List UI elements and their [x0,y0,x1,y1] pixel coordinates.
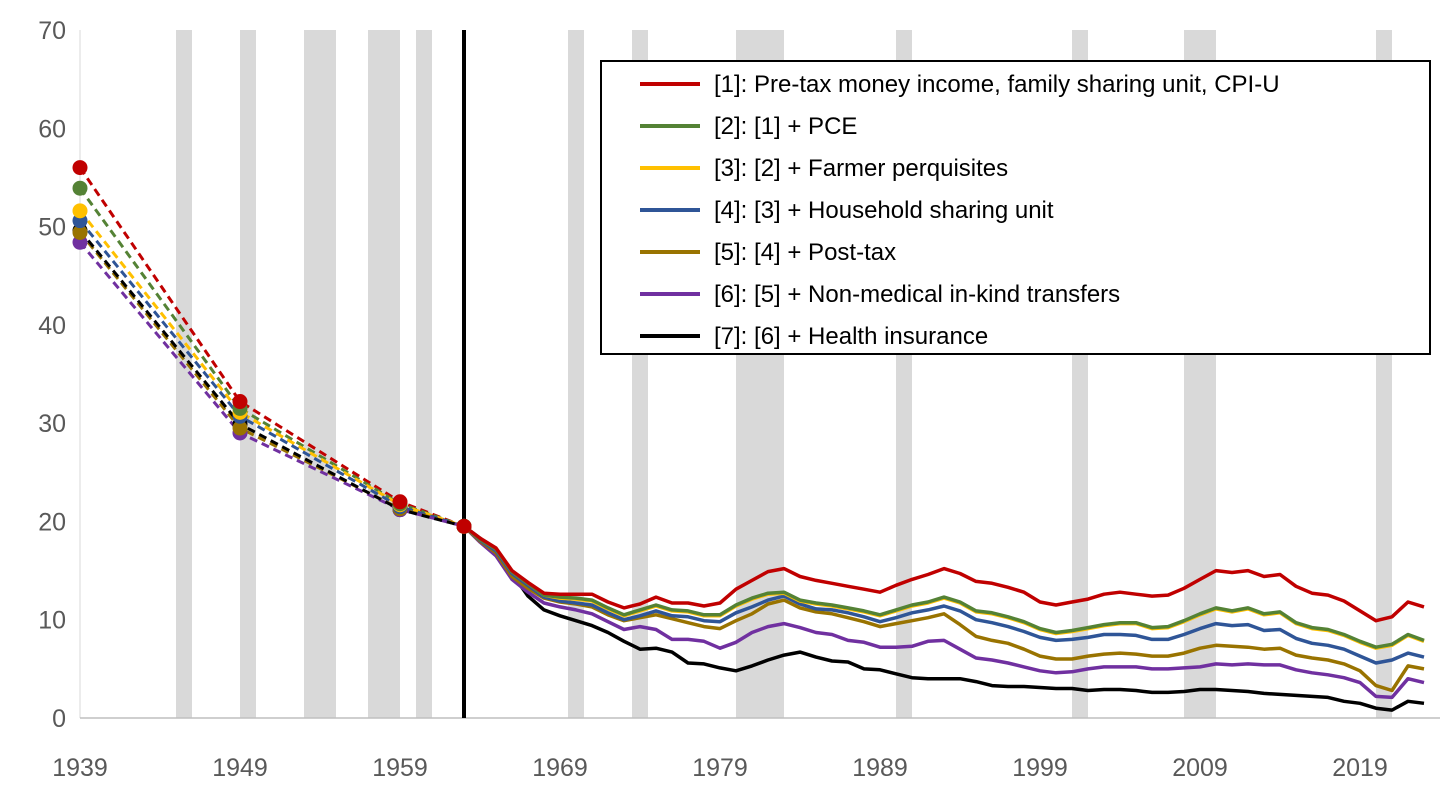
series-5-dashed-line [78,231,465,528]
series-5-point-1939 [72,224,88,240]
series-1-point-1959 [392,494,408,510]
dashed-early-lines [78,166,465,528]
x-tick-labels: 1939 1949 1959 1969 1979 1989 1999 2009 2019 [52,754,1388,782]
recession-band-3 [368,30,400,718]
legend-label-2: [2]: [1] + PCE [714,113,857,140]
legend-label-5: [5]: [4] + Post-tax [714,239,896,266]
series-1-point-1963 [456,518,472,534]
series-7-dashed-line [78,229,465,528]
x-tick-label-2019: 2019 [1332,754,1388,782]
x-tick-label-1969: 1969 [532,754,588,782]
series-lines [462,524,1425,712]
recession-band-4 [416,30,432,718]
series-2-point-1939 [72,180,88,196]
y-tick-labels: 0 10 20 30 40 50 60 70 [38,17,66,733]
x-tick-label-2009: 2009 [1172,754,1228,782]
series-1-line [462,524,1425,623]
recession-band-1 [240,30,256,718]
series-4-line [462,524,1425,665]
series-2-line [462,524,1425,649]
x-tick-label-1979: 1979 [692,754,748,782]
early-point-markers [72,160,472,534]
recession-band-0 [176,30,192,718]
y-tick-label-60: 60 [38,115,66,143]
series-1-point-1939 [72,160,88,176]
y-tick-label-40: 40 [38,312,66,340]
y-tick-label-30: 30 [38,410,66,438]
legend-label-4: [4]: [3] + Household sharing unit [714,197,1054,224]
series-3-dashed-line [78,209,465,528]
series-7-line [462,524,1425,712]
y-tick-label-10: 10 [38,607,66,635]
series-2-dashed-line [78,187,465,528]
series-1-point-1949 [232,394,248,410]
series-6-dashed-line [78,241,465,528]
x-tick-label-1989: 1989 [852,754,908,782]
y-tick-label-20: 20 [38,508,66,536]
series-6-line [462,525,1425,700]
y-tick-label-0: 0 [52,705,66,733]
legend: [1]: Pre-tax money income, family sharin… [600,60,1431,355]
recession-band-5 [568,30,584,718]
series-3-point-1939 [72,203,88,219]
series-5-point-1949 [232,420,248,436]
y-tick-label-70: 70 [38,17,66,45]
x-tick-label-1959: 1959 [372,754,428,782]
recession-band-2 [304,30,336,718]
x-tick-label-1939: 1939 [52,754,108,782]
legend-label-7: [7]: [6] + Health insurance [714,323,988,350]
legend-label-6: [6]: [5] + Non-medical in-kind transfers [714,281,1120,308]
legend-label-1: [1]: Pre-tax money income, family sharin… [714,71,1280,98]
y-tick-label-50: 50 [38,214,66,242]
legend-label-3: [3]: [2] + Farmer perquisites [714,155,1008,182]
x-tick-label-1999: 1999 [1012,754,1068,782]
series-1-dashed-line [78,166,465,528]
x-tick-label-1949: 1949 [212,754,268,782]
legend-box [600,60,1431,355]
